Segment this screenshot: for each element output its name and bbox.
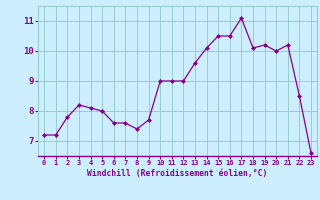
- X-axis label: Windchill (Refroidissement éolien,°C): Windchill (Refroidissement éolien,°C): [87, 169, 268, 178]
